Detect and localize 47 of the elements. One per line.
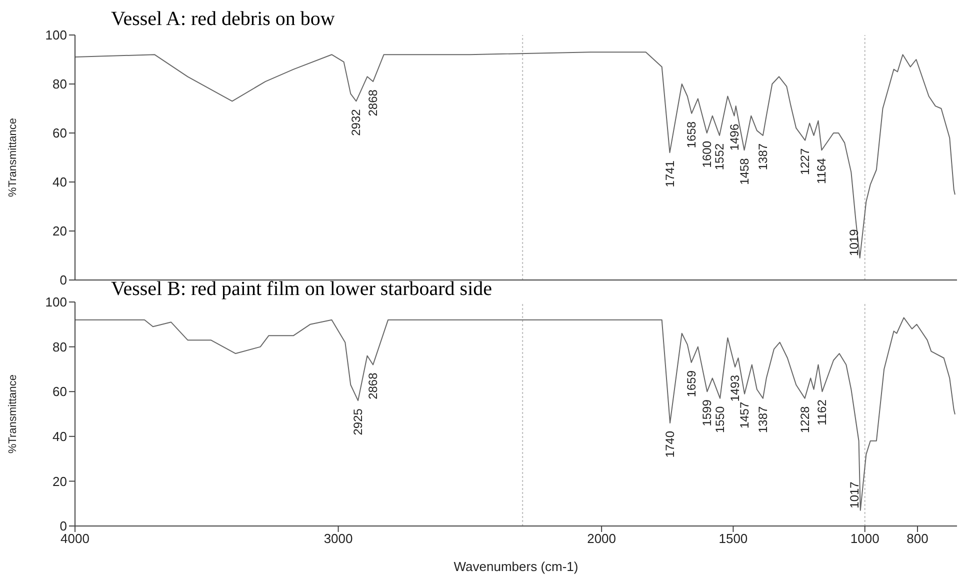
annotation: 1017 — [847, 481, 862, 508]
annotation: 1658 — [684, 121, 699, 148]
annotation: 1457 — [738, 402, 752, 429]
y-tick-label: 60 — [52, 126, 67, 141]
annotation: 1740 — [663, 430, 678, 458]
annotation: 1019 — [846, 228, 861, 256]
annotation: 1552 — [712, 143, 727, 170]
x-tick-label: 4000 — [60, 531, 90, 546]
y-tick-label: 60 — [52, 384, 67, 400]
annotation: 2868 — [366, 372, 380, 400]
y-tick-label: 20 — [52, 224, 67, 239]
y-tick-label: 100 — [45, 28, 67, 43]
annotation: 1387 — [756, 143, 770, 170]
x-tick-label: 1000 — [850, 531, 880, 546]
x-tick-label: 2000 — [587, 531, 616, 546]
y-tick-label: 80 — [52, 76, 67, 92]
annotation: 1164 — [814, 158, 829, 184]
annotation: 1600 — [700, 140, 714, 168]
annotation: 1741 — [662, 160, 677, 188]
annotation: 1550 — [713, 406, 728, 434]
x-tick-label: 800 — [906, 531, 928, 546]
annotation: 1496 — [727, 124, 742, 151]
annotation: 2925 — [351, 408, 366, 436]
y-tick-label: 0 — [60, 272, 67, 288]
y-axis-title: %Transmittance — [6, 118, 19, 198]
y-tick-label: 0 — [60, 518, 67, 534]
chart-title: Vessel A: red debris on bow — [110, 8, 336, 31]
y-tick-label: 80 — [52, 339, 67, 354]
annotation: 1387 — [756, 406, 770, 434]
y-tick-label: 40 — [52, 174, 67, 190]
x-tick-label: 1500 — [718, 531, 748, 546]
annotation: 2932 — [349, 108, 364, 136]
x-tick-label: 3000 — [324, 531, 353, 546]
y-axis-title: %Transmittance — [6, 374, 19, 454]
y-tick-label: 20 — [52, 474, 67, 489]
y-tick-label: 100 — [45, 294, 67, 310]
chart-title: Vessel B: red paint film on lower starboard side — [110, 278, 494, 301]
annotation: 1227 — [798, 148, 812, 176]
annotation: 1599 — [700, 399, 714, 426]
x-axis-title: Wavenumbers (cm-1) — [454, 559, 578, 574]
annotation: 1228 — [798, 406, 812, 434]
annotation: 1493 — [728, 374, 742, 402]
annotation: 1162 — [815, 399, 830, 426]
annotation: 1659 — [684, 370, 698, 398]
annotation: 1458 — [737, 158, 752, 185]
annotation: 2868 — [366, 89, 380, 116]
y-tick-label: 40 — [52, 429, 67, 444]
